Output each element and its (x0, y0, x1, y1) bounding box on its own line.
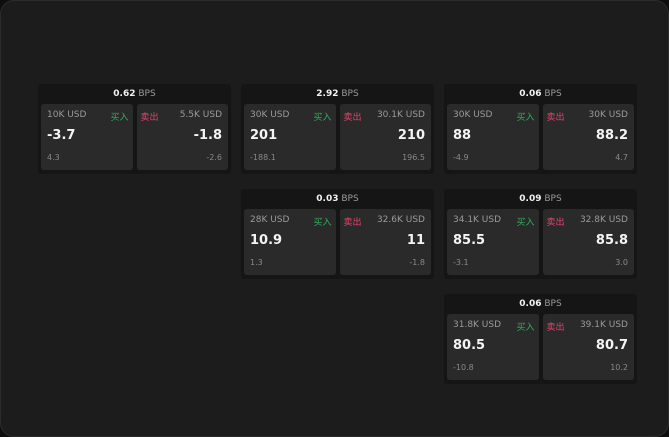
buy-card[interactable]: 30K USD 买入 88 -4.9 (447, 104, 539, 170)
ask-price: 210 (397, 128, 425, 143)
bid-price: 85.5 (453, 233, 486, 248)
bid-price: 88 (453, 128, 472, 143)
bid-size: 30K USD (453, 110, 493, 120)
ask-price: -1.8 (193, 128, 222, 143)
spread-header: 0.03 BPS (241, 189, 434, 209)
quote-panel: 0.06 BPS 30K USD 买入 88 -4.9 卖出 30K USD 8… (444, 84, 637, 174)
ask-size: 39.1K USD (579, 320, 628, 330)
buy-label: 买入 (516, 113, 535, 123)
spread-header: 0.06 BPS (444, 294, 637, 314)
buy-card[interactable]: 10K USD 买入 -3.7 4.3 (41, 104, 133, 170)
quote-panel: 0.03 BPS 28K USD 买入 10.9 1.3 卖出 32.6K US… (241, 189, 434, 279)
spread-value: 0.06 (519, 89, 542, 99)
quote-panel: 0.62 BPS 10K USD 买入 -3.7 4.3 卖出 5.5K USD… (38, 84, 231, 174)
bid-price: 10.9 (250, 233, 283, 248)
ask-size: 32.6K USD (376, 215, 425, 225)
spread-value: 0.03 (316, 194, 339, 204)
buy-label: 买入 (110, 113, 129, 123)
bid-size: 31.8K USD (453, 320, 502, 330)
sell-label: 卖出 (343, 113, 362, 123)
buy-card[interactable]: 34.1K USD 买入 85.5 -3.1 (447, 209, 539, 275)
spread-value: 0.62 (113, 89, 136, 99)
ask-change: 10.2 (610, 363, 628, 372)
ask-change: 4.7 (615, 153, 628, 162)
sell-card[interactable]: 卖出 39.1K USD 80.7 10.2 (542, 314, 634, 380)
buy-label: 买入 (313, 218, 332, 228)
sell-card[interactable]: 卖出 32.6K USD 11 -1.8 (339, 209, 431, 275)
bid-price: 201 (250, 128, 278, 143)
sell-card[interactable]: 卖出 5.5K USD -1.8 -2.6 (136, 104, 228, 170)
buy-label: 买入 (516, 323, 535, 333)
spread-header: 0.09 BPS (444, 189, 637, 209)
bid-change: 4.3 (47, 153, 60, 162)
sell-label: 卖出 (546, 113, 565, 123)
bid-change: -10.8 (453, 363, 474, 372)
sell-card[interactable]: 卖出 32.8K USD 85.8 3.0 (542, 209, 634, 275)
bid-price: -3.7 (47, 128, 76, 143)
spread-value: 0.06 (519, 299, 542, 309)
buy-label: 买入 (313, 113, 332, 123)
buy-card[interactable]: 31.8K USD 买入 80.5 -10.8 (447, 314, 539, 380)
ask-size: 30K USD (588, 110, 628, 120)
bid-size: 30K USD (250, 110, 290, 120)
sell-card[interactable]: 卖出 30K USD 88.2 4.7 (542, 104, 634, 170)
bid-size: 10K USD (47, 110, 87, 120)
bid-change: -4.9 (453, 153, 469, 162)
spread-header: 2.92 BPS (241, 84, 434, 104)
bid-size: 34.1K USD (453, 215, 502, 225)
spread-header: 0.06 BPS (444, 84, 637, 104)
ask-change: -2.6 (206, 153, 222, 162)
spread-unit: BPS (544, 194, 562, 204)
ask-change: -1.8 (409, 258, 425, 267)
quote-panel: 0.09 BPS 34.1K USD 买入 85.5 -3.1 卖出 32.8K… (444, 189, 637, 279)
quote-panel: 0.06 BPS 31.8K USD 买入 80.5 -10.8 卖出 39.1… (444, 294, 637, 384)
ask-change: 3.0 (615, 258, 628, 267)
spread-unit: BPS (341, 194, 359, 204)
ask-price: 11 (406, 233, 425, 248)
ask-size: 32.8K USD (579, 215, 628, 225)
ask-size: 30.1K USD (376, 110, 425, 120)
sell-label: 卖出 (546, 323, 565, 333)
quote-panel: 2.92 BPS 30K USD 买入 201 -188.1 卖出 30.1K … (241, 84, 434, 174)
spread-unit: BPS (341, 89, 359, 99)
buy-card[interactable]: 28K USD 买入 10.9 1.3 (244, 209, 336, 275)
ask-change: 196.5 (402, 153, 425, 162)
sell-label: 卖出 (140, 113, 159, 123)
spread-value: 0.09 (519, 194, 542, 204)
ask-price: 80.7 (595, 338, 628, 353)
bid-change: -188.1 (250, 153, 276, 162)
ask-price: 88.2 (595, 128, 628, 143)
buy-card[interactable]: 30K USD 买入 201 -188.1 (244, 104, 336, 170)
buy-label: 买入 (516, 218, 535, 228)
spread-header: 0.62 BPS (38, 84, 231, 104)
ask-size: 5.5K USD (179, 110, 222, 120)
spread-value: 2.92 (316, 89, 339, 99)
bid-change: 1.3 (250, 258, 263, 267)
spread-unit: BPS (138, 89, 156, 99)
spread-unit: BPS (544, 89, 562, 99)
bid-change: -3.1 (453, 258, 469, 267)
spread-unit: BPS (544, 299, 562, 309)
sell-label: 卖出 (546, 218, 565, 228)
ask-price: 85.8 (595, 233, 628, 248)
bid-price: 80.5 (453, 338, 486, 353)
bid-size: 28K USD (250, 215, 290, 225)
sell-card[interactable]: 卖出 30.1K USD 210 196.5 (339, 104, 431, 170)
sell-label: 卖出 (343, 218, 362, 228)
